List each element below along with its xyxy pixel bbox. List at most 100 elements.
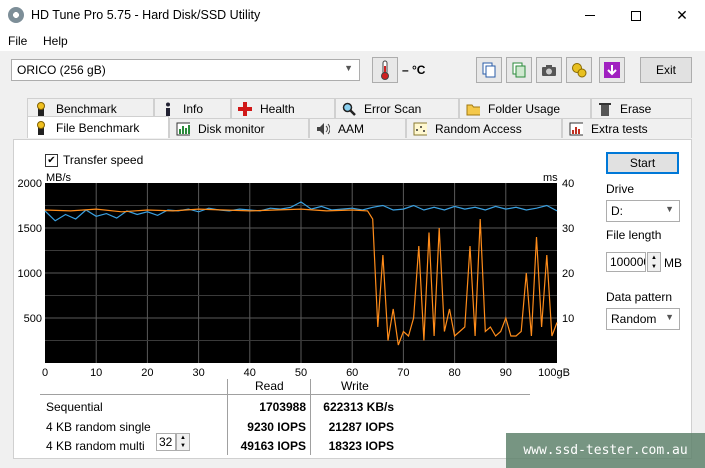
drive-dropdown[interactable]: ORICO (256 gB) ▼ bbox=[11, 59, 360, 81]
exit-button[interactable]: Exit bbox=[640, 57, 692, 83]
copy-all-button[interactable] bbox=[506, 57, 532, 83]
file-length-input[interactable]: 100000 bbox=[606, 252, 646, 272]
checkmark-icon: ✔ bbox=[47, 154, 56, 166]
x-tick-label: 40 bbox=[244, 367, 256, 379]
x-tick-label: 30 bbox=[192, 367, 204, 379]
y-axis-left-unit: MB/s bbox=[46, 172, 72, 184]
row-label-4k-single: 4 KB random single bbox=[46, 420, 151, 434]
y-tick-label-left: 500 bbox=[24, 313, 42, 325]
read-header: Read bbox=[255, 379, 284, 393]
close-button[interactable]: ✕ bbox=[659, 0, 705, 31]
drive-label: Drive bbox=[606, 182, 635, 196]
file-length-stepper[interactable]: ▲ ▼ bbox=[647, 252, 661, 272]
minimize-icon bbox=[585, 15, 595, 16]
file-length-unit: MB bbox=[664, 256, 682, 270]
tab-label: Folder Usage bbox=[488, 101, 561, 116]
read-series-line bbox=[44, 201, 558, 222]
x-tick-label: 70 bbox=[397, 367, 409, 379]
aam-icon bbox=[316, 122, 330, 136]
extra-tests-icon bbox=[569, 122, 583, 136]
temperature-readout: – °C bbox=[402, 63, 426, 77]
data-pattern-select[interactable]: Random ▼ bbox=[606, 308, 680, 330]
up-arrow-icon: ▲ bbox=[651, 254, 657, 261]
x-tick-label: 80 bbox=[448, 367, 460, 379]
tab-info[interactable]: Info bbox=[154, 98, 231, 118]
tab-extra-tests[interactable]: Extra tests bbox=[562, 118, 692, 138]
folder-icon bbox=[466, 102, 480, 116]
drive-dropdown-value: ORICO (256 gB) bbox=[17, 63, 106, 77]
transfer-speed-option[interactable]: ✔ Transfer speed bbox=[45, 153, 143, 167]
drive-select-value: D: bbox=[611, 204, 623, 218]
maximize-icon bbox=[631, 10, 641, 21]
tab-aam[interactable]: AAM bbox=[309, 118, 406, 138]
data-pattern-label: Data pattern bbox=[606, 290, 673, 304]
y-tick-label-right: 20 bbox=[562, 268, 574, 280]
transfer-chart: MB/s ms 0 10 20 30 40 50 60 70 80 90 100gB 2000 1500… bbox=[18, 172, 575, 379]
hdtune-disc-icon bbox=[8, 7, 24, 23]
divider bbox=[40, 394, 530, 395]
y-tick-label-right: 10 bbox=[562, 313, 574, 325]
transfer-speed-checkbox[interactable]: ✔ bbox=[45, 153, 58, 167]
benchmark-icon bbox=[34, 101, 48, 116]
copy-icon bbox=[482, 62, 496, 78]
tab-label: Extra tests bbox=[591, 121, 648, 136]
4k-multi-read-value: 49163 IOPS bbox=[240, 439, 306, 453]
data-pattern-value: Random bbox=[611, 312, 657, 326]
drive-select[interactable]: D: ▼ bbox=[606, 200, 680, 222]
options-icon bbox=[572, 63, 587, 78]
menu-file[interactable]: File bbox=[8, 34, 28, 48]
down-arrow-icon: ▼ bbox=[651, 263, 657, 270]
erase-icon bbox=[598, 102, 612, 116]
x-tick-label: 90 bbox=[500, 367, 512, 379]
sequential-write-value: 622313 KB/s bbox=[323, 400, 394, 414]
tab-random-access[interactable]: Random Access bbox=[406, 118, 562, 138]
tab-file-benchmark[interactable]: File Benchmark bbox=[27, 116, 169, 138]
error-scan-icon bbox=[342, 102, 356, 116]
queue-depth-input[interactable]: 32 bbox=[156, 433, 176, 451]
tab-label: Benchmark bbox=[56, 101, 117, 116]
copy-button[interactable] bbox=[476, 57, 502, 83]
x-tick-label: 10 bbox=[90, 367, 102, 379]
tab-label: AAM bbox=[338, 121, 365, 136]
title-bar: HD Tune Pro 5.75 - Hard Disk/SSD Utility… bbox=[0, 0, 705, 31]
minimize-button[interactable] bbox=[567, 0, 613, 31]
tab-health[interactable]: Health bbox=[231, 98, 335, 118]
info-icon bbox=[161, 102, 175, 116]
chevron-down-icon: ▼ bbox=[665, 312, 674, 322]
maximize-button[interactable] bbox=[613, 0, 659, 31]
tab-label: Health bbox=[260, 101, 295, 116]
options-button[interactable] bbox=[566, 57, 592, 83]
transfer-speed-label: Transfer speed bbox=[63, 153, 144, 167]
queue-depth-stepper[interactable]: ▲ ▼ bbox=[176, 433, 190, 451]
tab-folder-usage[interactable]: Folder Usage bbox=[459, 98, 591, 118]
tab-disk-monitor[interactable]: Disk monitor bbox=[169, 118, 309, 138]
toolbar: ORICO (256 gB) ▼ – °C Exit bbox=[0, 51, 705, 91]
tab-benchmark[interactable]: Benchmark bbox=[27, 98, 154, 118]
y-tick-label-right: 30 bbox=[562, 223, 574, 235]
file-benchmark-icon bbox=[34, 120, 48, 135]
menu-help[interactable]: Help bbox=[43, 34, 68, 48]
4k-multi-write-value: 18323 IOPS bbox=[328, 439, 394, 453]
start-button[interactable]: Start bbox=[606, 152, 679, 174]
y-axis-right-unit: ms bbox=[543, 172, 558, 184]
tab-label: Info bbox=[183, 101, 204, 116]
tab-label: Random Access bbox=[435, 121, 522, 136]
down-arrow-icon: ▼ bbox=[180, 443, 186, 449]
temperature-button[interactable] bbox=[372, 57, 398, 83]
copy-all-icon bbox=[512, 62, 526, 78]
camera-icon bbox=[542, 65, 556, 76]
tab-label: File Benchmark bbox=[56, 120, 140, 135]
download-icon bbox=[604, 62, 620, 78]
screenshot-button[interactable] bbox=[536, 57, 562, 83]
tab-erase[interactable]: Erase bbox=[591, 98, 692, 118]
y-tick-label-left: 1500 bbox=[18, 223, 42, 235]
watermark: www.ssd-tester.com.au bbox=[506, 433, 705, 468]
y-tick-label-left: 1000 bbox=[18, 268, 42, 280]
4k-single-read-value: 9230 IOPS bbox=[247, 420, 306, 434]
download-button[interactable] bbox=[599, 57, 625, 83]
row-label-4k-multi: 4 KB random multi bbox=[46, 439, 145, 453]
x-tick-label: 60 bbox=[346, 367, 358, 379]
divider bbox=[310, 379, 311, 455]
tab-error-scan[interactable]: Error Scan bbox=[335, 98, 459, 118]
x-tick-label: 0 bbox=[42, 367, 48, 379]
